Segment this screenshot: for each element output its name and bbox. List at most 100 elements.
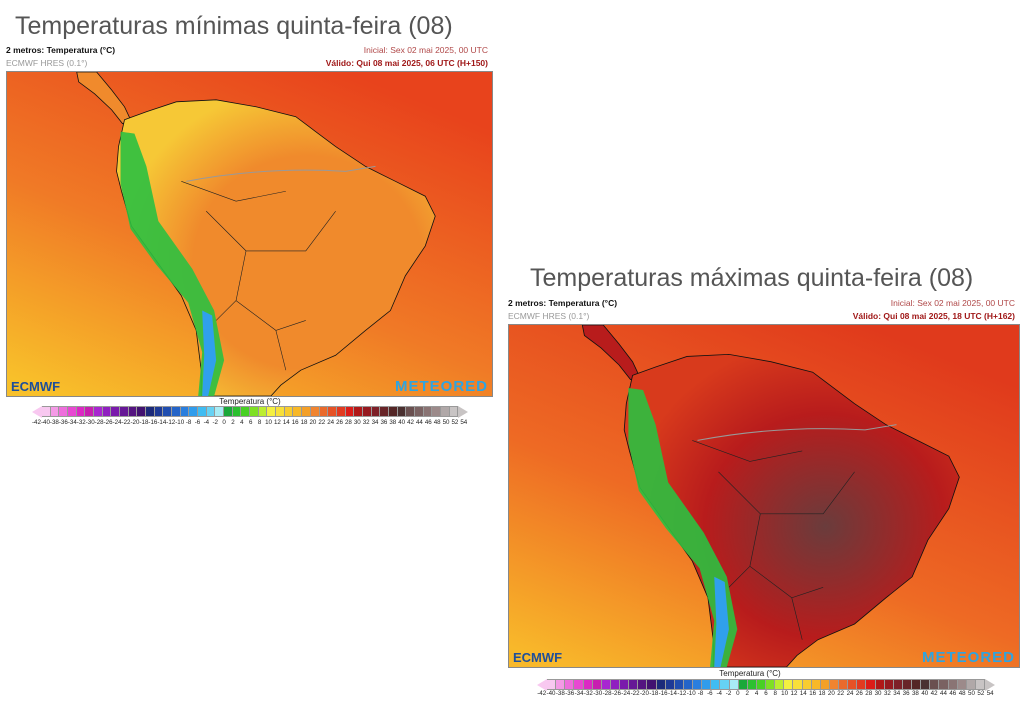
colorbar-tick-label: -42 — [537, 690, 547, 697]
colorbar-cell — [310, 406, 320, 417]
colorbar-cell — [232, 406, 242, 417]
colorbar-cell — [647, 679, 657, 690]
colorbar-max-arrow — [985, 678, 995, 691]
colorbar-cell — [94, 406, 103, 417]
colorbar-tick-label: -16 — [658, 690, 668, 697]
colorbar-tick-label: -2 — [725, 690, 732, 697]
colorbar-tick-label: -6 — [707, 690, 713, 697]
colorbar-tick-label: 24 — [846, 690, 854, 697]
colorbar-tick-label: 12 — [273, 419, 281, 426]
temperature-map: ECMWF METEORED — [6, 71, 493, 397]
colorbar-tick-label: 20 — [309, 419, 317, 426]
colorbar-tick-label: 8 — [257, 419, 262, 426]
colorbar-cell — [857, 679, 867, 690]
colorbar-cell — [756, 679, 766, 690]
model-label: ECMWF HRES (0.1°) — [6, 58, 88, 68]
colorbar-cell — [302, 406, 311, 417]
colorbar-cell — [388, 406, 398, 417]
colorbar-tick-label: 2 — [231, 419, 235, 426]
colorbar-tick-label: 10 — [265, 419, 272, 426]
colorbar-cell — [738, 679, 748, 690]
colorbar-tick-label: 12 — [790, 690, 798, 697]
colorbar-tick-label: 18 — [818, 690, 826, 697]
valid-time: Válido: Qui 08 mai 2025, 18 UTC (H+162) — [852, 311, 1015, 321]
colorbar-cell — [76, 406, 86, 417]
colorbar-tick-label: 38 — [389, 419, 397, 426]
colorbar-cell — [656, 679, 666, 690]
colorbar-cell — [440, 406, 450, 417]
colorbar-cell — [893, 679, 903, 690]
colorbar-tick-label: 52 — [977, 690, 985, 697]
colorbar-cell — [720, 679, 730, 690]
colorbar-cell — [180, 406, 190, 417]
colorbar-cell — [565, 679, 575, 690]
colorbar-cell — [866, 679, 876, 690]
colorbar-tick-label: -14 — [668, 690, 677, 697]
legend-title: Temperatura (°C) — [719, 669, 781, 678]
colorbar-cell — [137, 406, 147, 417]
colorbar-cell — [966, 679, 976, 690]
colorbar-tick-label: 4 — [240, 419, 244, 426]
colorbar-cell — [128, 406, 138, 417]
colorbar-cell — [547, 679, 557, 690]
colorbar-cell — [111, 406, 121, 417]
legend-title: Temperatura (°C) — [219, 397, 281, 406]
colorbar-tick-label: 34 — [371, 419, 379, 426]
colorbar-cell — [189, 406, 199, 417]
colorbar-tick-label: -40 — [40, 419, 50, 426]
colorbar-tick-label: -16 — [148, 419, 158, 426]
colorbar-cell — [371, 406, 381, 417]
colorbar-cell — [414, 406, 424, 417]
colorbar-cell — [120, 406, 129, 417]
colorbar-tick-label: -28 — [602, 690, 612, 697]
ecmwf-logo: ECMWF — [11, 379, 61, 394]
colorbar-tick-label: -22 — [121, 419, 131, 426]
colorbar-cell — [975, 679, 985, 690]
colorbar-tick-label: -34 — [67, 419, 77, 426]
colorbar-cell — [620, 679, 630, 690]
colorbar-cell — [592, 679, 602, 690]
colorbar-cell — [601, 679, 611, 690]
colorbar-cell — [683, 679, 693, 690]
colorbar-cell — [449, 406, 459, 417]
colorbar-tick-label: 30 — [874, 690, 882, 697]
country-borders — [181, 181, 336, 371]
colorbar-cell — [665, 679, 675, 690]
colorbar-tick-label: -30 — [85, 419, 95, 426]
colorbar-tick-label: 22 — [837, 690, 845, 697]
andes-high-peaks — [714, 576, 729, 667]
colorbar-tick-label: -20 — [130, 419, 140, 426]
colorbar-tick-label: 14 — [799, 690, 807, 697]
colorbar-cell — [336, 406, 346, 417]
colorbar-cell — [345, 406, 355, 417]
colorbar-tick-label: 30 — [353, 419, 361, 426]
country-borders — [692, 440, 855, 640]
colorbar-cell — [293, 406, 303, 417]
colorbar-cell — [802, 679, 812, 690]
colorbar-cell — [902, 679, 912, 690]
colorbar-tick-label: 38 — [911, 690, 919, 697]
colorbar-cell — [574, 679, 584, 690]
colorbar-tick-label: 26 — [336, 419, 343, 426]
colorbar-cell — [406, 406, 415, 417]
colorbar-tick-label: -24 — [621, 690, 631, 697]
colorbar-tick-label: 44 — [940, 690, 947, 697]
colorbar-cell — [154, 406, 164, 417]
colorbar-tick-label: -22 — [630, 690, 640, 697]
ecmwf-logo: ECMWF — [513, 650, 563, 665]
amazon-river — [697, 424, 897, 441]
colorbar-tick-label: 32 — [883, 690, 891, 697]
colorbar-tick-label: 54 — [986, 690, 994, 697]
colorbar-tick-label: 20 — [827, 690, 835, 697]
colorbar-tick-label: 52 — [451, 419, 459, 426]
colorbar-tick-label: -34 — [574, 690, 584, 697]
colorbar-cell — [948, 679, 958, 690]
colorbar-tick-label: 8 — [773, 690, 777, 697]
colorbar-tick-label: 50 — [968, 690, 975, 697]
colorbar-cell — [163, 406, 173, 417]
initial-time: Inicial: Sex 02 mai 2025, 00 UTC — [890, 298, 1015, 308]
colorbar-cell — [206, 406, 216, 417]
colorbar-tick-label: 32 — [362, 419, 370, 426]
colorbar-cell — [59, 406, 69, 417]
